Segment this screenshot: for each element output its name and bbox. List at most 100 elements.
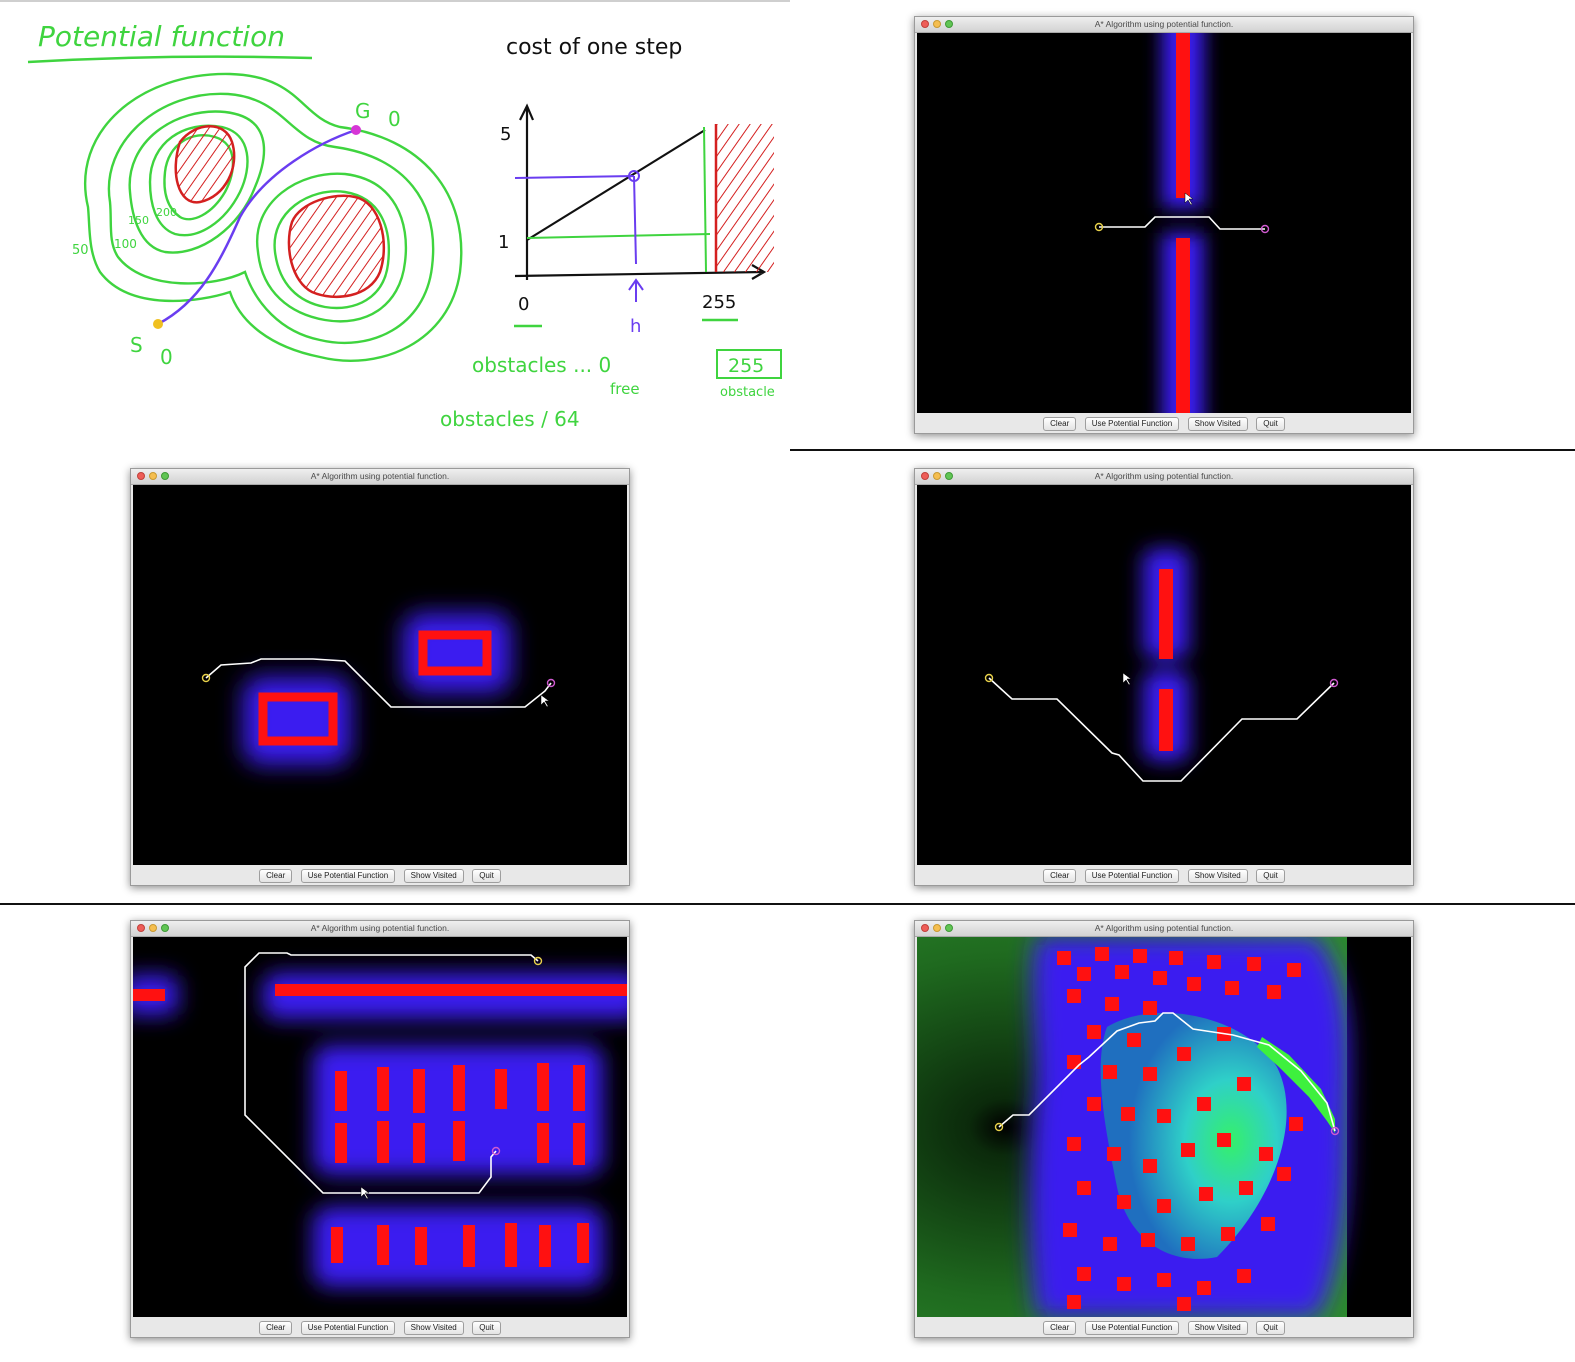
app-window-5: A* Algorithm using potential function. <box>914 920 1414 1338</box>
quit-button[interactable]: Quit <box>1256 417 1285 431</box>
obstacle-region <box>716 124 774 272</box>
clear-button[interactable]: Clear <box>1043 869 1077 883</box>
quit-button[interactable]: Quit <box>1256 1321 1285 1335</box>
minimize-button-icon[interactable] <box>149 472 157 480</box>
quit-button[interactable]: Quit <box>1256 869 1285 883</box>
astar-path <box>205 658 552 708</box>
zoom-button-icon[interactable] <box>945 924 953 932</box>
close-button-icon[interactable] <box>921 924 929 932</box>
window-titlebar[interactable]: A* Algorithm using potential function. <box>915 921 1413 937</box>
cost-point <box>628 170 640 182</box>
minimize-button-icon[interactable] <box>149 924 157 932</box>
button-bar: Clear Use Potential Function Show Visite… <box>915 1321 1413 1335</box>
grid-canvas[interactable] <box>917 485 1411 865</box>
free-cost-line <box>526 233 711 239</box>
box-label: obstacle <box>720 385 775 400</box>
use-potential-function-button[interactable]: Use Potential Function <box>1084 1321 1180 1335</box>
use-potential-function-button[interactable]: Use Potential Function <box>1084 869 1180 883</box>
minimize-button-icon[interactable] <box>933 924 941 932</box>
box-value: 255 <box>728 355 764 377</box>
contour-label: 150 <box>128 214 149 227</box>
clear-button[interactable]: Clear <box>1043 417 1077 431</box>
start-node[interactable] <box>984 673 994 683</box>
goal-node[interactable] <box>1329 678 1339 688</box>
minimize-button-icon[interactable] <box>933 20 941 28</box>
show-visited-button[interactable]: Show Visited <box>403 869 464 883</box>
grid-canvas[interactable] <box>133 937 627 1317</box>
start-node[interactable] <box>201 673 211 683</box>
note-free: free <box>610 380 640 398</box>
window-titlebar[interactable]: A* Algorithm using potential function. <box>915 469 1413 485</box>
contour-label: 200 <box>156 206 177 219</box>
window-titlebar[interactable]: A* Algorithm using potential function. <box>131 921 629 937</box>
show-visited-button[interactable]: Show Visited <box>1187 417 1248 431</box>
note-divide: obstacles / 64 <box>440 407 580 431</box>
mouse-cursor-icon <box>360 1186 370 1200</box>
contour-label: 100 <box>114 237 137 251</box>
close-button-icon[interactable] <box>921 20 929 28</box>
goal-value: 0 <box>388 107 401 131</box>
start-node[interactable] <box>1094 222 1104 232</box>
obstacle-region <box>174 125 236 204</box>
app-window-2: A* Algorithm using potential function. C… <box>130 468 630 886</box>
window-title: A* Algorithm using potential function. <box>1094 19 1234 29</box>
zoom-button-icon[interactable] <box>945 20 953 28</box>
row-separator <box>0 903 1575 905</box>
use-potential-function-button[interactable]: Use Potential Function <box>300 869 396 883</box>
visited-region <box>1257 1037 1335 1133</box>
y-tick-1: 1 <box>498 232 509 253</box>
astar-path <box>988 677 1335 782</box>
button-bar: Clear Use Potential Function Show Visite… <box>131 869 629 883</box>
grid-canvas[interactable] <box>917 33 1411 413</box>
quit-button[interactable]: Quit <box>472 1321 501 1335</box>
goal-node[interactable] <box>1260 224 1270 234</box>
astar-path <box>244 952 539 1194</box>
button-bar: Clear Use Potential Function Show Visite… <box>915 417 1413 431</box>
obstacle-ring <box>258 630 492 746</box>
close-button-icon[interactable] <box>921 472 929 480</box>
start-node[interactable] <box>533 956 543 966</box>
zoom-button-icon[interactable] <box>945 472 953 480</box>
obstacle-wall <box>1176 33 1190 413</box>
title-underline <box>27 55 313 64</box>
show-visited-button[interactable]: Show Visited <box>1187 869 1248 883</box>
astar-path <box>1099 216 1265 230</box>
mouse-cursor-icon <box>1122 672 1132 686</box>
use-potential-function-button[interactable]: Use Potential Function <box>1084 417 1180 431</box>
button-bar: Clear Use Potential Function Show Visite… <box>915 869 1413 883</box>
use-potential-function-button[interactable]: Use Potential Function <box>300 1321 396 1335</box>
app-window-3: A* Algorithm using potential function. C… <box>914 468 1414 886</box>
goal-marker <box>351 125 361 135</box>
minimize-button-icon[interactable] <box>933 472 941 480</box>
close-button-icon[interactable] <box>137 924 145 932</box>
sketch-title: Potential function <box>38 20 285 53</box>
obstacle-region <box>287 194 385 299</box>
show-visited-button[interactable]: Show Visited <box>1187 1321 1248 1335</box>
window-titlebar[interactable]: A* Algorithm using potential function. <box>131 469 629 485</box>
clear-button[interactable]: Clear <box>1043 1321 1077 1335</box>
goal-node[interactable] <box>546 678 556 688</box>
note-obstacles: obstacles ... 0 <box>472 353 611 377</box>
cost-guide <box>514 175 637 265</box>
app-window-4: A* Algorithm using potential function. <box>130 920 630 1338</box>
clear-button[interactable]: Clear <box>259 1321 293 1335</box>
window-titlebar[interactable]: A* Algorithm using potential function. <box>915 17 1413 33</box>
close-button-icon[interactable] <box>137 472 145 480</box>
zoom-button-icon[interactable] <box>161 924 169 932</box>
contour-label: 50 <box>72 243 89 258</box>
show-visited-button[interactable]: Show Visited <box>403 1321 464 1335</box>
obstacle-wall <box>1159 569 1173 751</box>
quit-button[interactable]: Quit <box>472 869 501 883</box>
grid-canvas[interactable] <box>917 937 1411 1317</box>
goal-node[interactable] <box>1330 1126 1340 1136</box>
zoom-button-icon[interactable] <box>161 472 169 480</box>
clear-button[interactable]: Clear <box>259 869 293 883</box>
goal-node[interactable] <box>491 1146 501 1156</box>
arrow-icon <box>628 278 644 302</box>
grid-canvas[interactable] <box>133 485 627 865</box>
mouse-cursor-icon <box>1184 192 1194 206</box>
button-bar: Clear Use Potential Function Show Visite… <box>131 1321 629 1335</box>
start-node[interactable] <box>994 1122 1004 1132</box>
cost-line <box>526 129 706 241</box>
astar-path <box>998 1012 1336 1132</box>
